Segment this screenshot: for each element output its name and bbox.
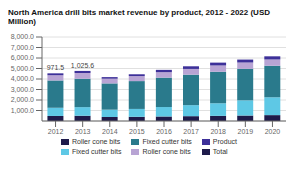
html-text:Roller cone bits: Roller cone bits bbox=[72, 138, 121, 145]
svg-text:8,000.0: 8,000.0 bbox=[11, 33, 34, 40]
svg-text:2018: 2018 bbox=[210, 128, 226, 135]
svg-text:2,000.0: 2,000.0 bbox=[11, 96, 34, 103]
svg-text:2017: 2017 bbox=[183, 128, 199, 135]
html-text:Fixed cutter bits: Fixed cutter bits bbox=[142, 138, 192, 145]
svg-text:4,000.0: 4,000.0 bbox=[11, 75, 34, 82]
svg-text:3,000.0: 3,000.0 bbox=[11, 86, 34, 93]
svg-text:7,000.0: 7,000.0 bbox=[11, 44, 34, 51]
svg-text:2019: 2019 bbox=[238, 128, 254, 135]
html-text:Total: Total bbox=[212, 148, 228, 155]
svg-text:2015: 2015 bbox=[129, 128, 145, 135]
svg-text:2016: 2016 bbox=[156, 128, 172, 135]
svg-text:1,025.6: 1,025.6 bbox=[71, 62, 94, 69]
html-text:Product: Product bbox=[212, 138, 237, 145]
svg-text:5,000.0: 5,000.0 bbox=[11, 65, 34, 72]
svg-text:2012: 2012 bbox=[48, 128, 64, 135]
svg-text:6,000.0: 6,000.0 bbox=[11, 54, 34, 61]
svg-text:2020: 2020 bbox=[265, 128, 281, 135]
svg-text:971.5: 971.5 bbox=[47, 64, 65, 71]
html-text:Fixed cutter bits: Fixed cutter bits bbox=[72, 148, 122, 155]
html-text:Roller cone bits: Roller cone bits bbox=[142, 148, 191, 155]
html-text:North America drill bits marke: North America drill bits market revenue … bbox=[8, 8, 270, 26]
svg-text:2013: 2013 bbox=[75, 128, 91, 135]
svg-text:1,000.0: 1,000.0 bbox=[11, 107, 34, 114]
svg-text:2014: 2014 bbox=[102, 128, 118, 135]
